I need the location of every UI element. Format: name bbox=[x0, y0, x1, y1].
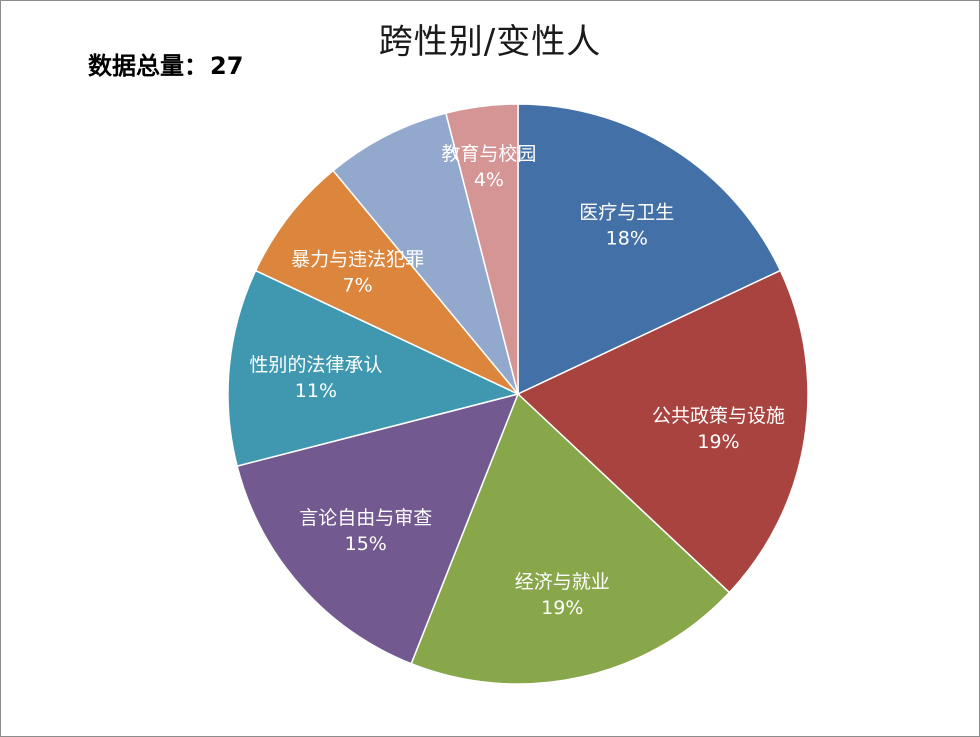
pie-slice-3 bbox=[236, 392, 520, 665]
total-value: 27 bbox=[210, 52, 244, 80]
slice-category-label: 经济与就业 bbox=[515, 571, 610, 593]
pie-slice-5 bbox=[254, 169, 519, 395]
slice-category-label: 言论自由与审查 bbox=[299, 507, 432, 529]
slice-label-4: 性别的法律承认 11% bbox=[249, 354, 382, 402]
slice-category-label: 性别的法律承认 bbox=[249, 354, 382, 376]
pie-slice-0 bbox=[517, 103, 782, 396]
slice-percent-label: 18% bbox=[606, 228, 648, 250]
slice-label-7: 教育与校园 4% bbox=[441, 143, 536, 191]
chart-title: 跨性别/变性人 bbox=[378, 22, 602, 62]
slice-category-label: 教育与校园 bbox=[441, 143, 536, 165]
pie-slice-4 bbox=[227, 269, 521, 468]
pie-slice-2 bbox=[410, 392, 731, 685]
slice-percent-label: 15% bbox=[345, 533, 387, 555]
slice-percent-label: 19% bbox=[697, 431, 739, 453]
pie-slice-7 bbox=[444, 103, 519, 395]
total-label: 数据总量： bbox=[88, 52, 208, 80]
slice-category-label: 暴力与违法犯罪 bbox=[291, 249, 424, 271]
pie-slice-6 bbox=[332, 112, 519, 395]
pie-slice-1 bbox=[516, 269, 809, 594]
slice-label-0: 医疗与卫生 18% bbox=[579, 202, 674, 250]
slice-label-2: 经济与就业 19% bbox=[515, 571, 610, 619]
slice-label-5: 暴力与违法犯罪 7% bbox=[291, 249, 424, 297]
slice-percent-label: 4% bbox=[474, 169, 504, 191]
slice-label-3: 言论自由与审查 15% bbox=[299, 507, 432, 555]
slice-percent-label: 11% bbox=[295, 380, 337, 402]
slice-percent-label: 7% bbox=[343, 275, 373, 297]
slice-category-label: 公共政策与设施 bbox=[652, 405, 785, 427]
total-count: 数据总量：27 bbox=[88, 46, 243, 81]
slice-label-1: 公共政策与设施 19% bbox=[652, 405, 785, 453]
slice-category-label: 医疗与卫生 bbox=[579, 202, 674, 224]
slice-percent-label: 19% bbox=[541, 597, 583, 619]
